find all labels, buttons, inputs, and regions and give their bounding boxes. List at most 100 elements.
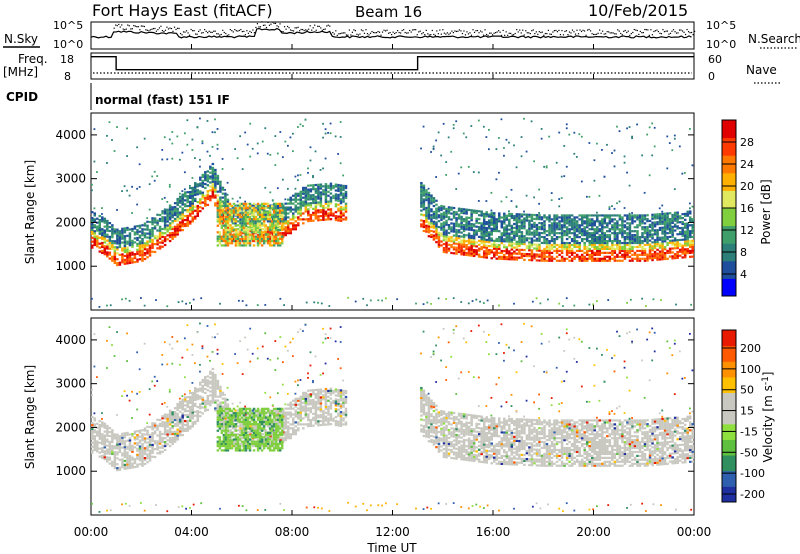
power-cell xyxy=(578,226,581,229)
power-cell xyxy=(186,197,189,200)
power-cell xyxy=(500,220,504,223)
power-cell xyxy=(661,226,664,229)
power-cell xyxy=(91,226,94,230)
power-cell xyxy=(176,213,179,216)
power-cell xyxy=(505,230,509,233)
nsearch-point xyxy=(583,30,586,32)
power-cell xyxy=(183,209,187,212)
nsearch-point xyxy=(333,33,335,35)
power-cell xyxy=(658,213,662,216)
power-cell xyxy=(500,255,504,259)
power-cell xyxy=(206,178,210,181)
power-cell xyxy=(568,232,571,235)
power-cell xyxy=(268,209,272,212)
power-cell xyxy=(218,202,222,205)
power-cell xyxy=(183,218,187,222)
velocity-cell xyxy=(106,428,109,431)
velocity-cell xyxy=(113,466,117,470)
power-cell xyxy=(229,224,232,227)
power-cell xyxy=(510,252,514,255)
power-cell xyxy=(111,139,113,141)
power-cell xyxy=(219,216,222,219)
power-cell xyxy=(422,125,425,128)
power-cell xyxy=(487,250,491,254)
power-cell xyxy=(304,190,308,193)
power-cell xyxy=(327,204,330,207)
power-cell xyxy=(490,213,493,216)
nsearch-point xyxy=(660,33,663,35)
power-cell xyxy=(116,258,119,261)
power-cell xyxy=(508,254,511,257)
power-cell xyxy=(224,237,228,240)
power-cell xyxy=(538,253,541,256)
colorbar-tick-label: 4 xyxy=(740,268,747,281)
nsearch-point xyxy=(291,29,293,32)
power-cell xyxy=(648,247,652,250)
nsearch-point xyxy=(220,33,222,36)
power-cell xyxy=(530,255,534,258)
power-cell xyxy=(236,220,240,223)
power-cell xyxy=(626,255,629,258)
power-cell xyxy=(445,229,448,232)
nsearch-point xyxy=(356,33,358,35)
power-cell xyxy=(143,232,147,235)
nsearch-point xyxy=(154,27,156,30)
nsearch-point xyxy=(240,28,242,31)
power-cell xyxy=(274,233,278,236)
power-cell xyxy=(658,244,662,247)
power-cell xyxy=(236,157,239,160)
power-cell xyxy=(493,216,496,219)
power-cell xyxy=(540,218,544,221)
power-cell xyxy=(621,224,624,227)
power-cell xyxy=(455,219,458,222)
power-cell xyxy=(252,231,256,234)
power-cell xyxy=(427,221,431,224)
power-cell xyxy=(540,235,544,239)
power-cell xyxy=(188,206,192,209)
power-cell xyxy=(264,207,268,210)
power-cell xyxy=(238,239,242,243)
velocity-cell xyxy=(121,454,124,457)
power-cell xyxy=(543,239,546,243)
power-cell xyxy=(452,212,456,216)
power-cell xyxy=(163,196,166,199)
power-cell xyxy=(264,202,268,205)
power-cell xyxy=(106,251,109,254)
power-cell xyxy=(613,165,616,168)
nsearch-point xyxy=(300,28,302,31)
nsearch-point xyxy=(161,30,164,32)
power-cell xyxy=(442,248,446,252)
power-cell xyxy=(279,234,282,237)
velocity-cell xyxy=(126,459,129,462)
power-cell xyxy=(678,230,682,234)
power-cell xyxy=(611,251,614,254)
power-cell xyxy=(495,178,498,181)
power-cell xyxy=(646,241,649,244)
power-cell xyxy=(490,209,493,212)
power-cell xyxy=(113,251,117,255)
power-cell xyxy=(578,259,581,262)
power-cell xyxy=(222,235,226,238)
power-cell xyxy=(422,186,426,189)
power-cell xyxy=(138,248,142,251)
power-cell xyxy=(618,218,622,221)
power-cell xyxy=(460,166,463,169)
nsky-label: N.Sky xyxy=(4,32,38,46)
nsearch-point xyxy=(541,31,543,33)
power-cell xyxy=(535,231,539,234)
power-cell xyxy=(580,216,584,219)
power-cell xyxy=(236,233,240,236)
power-cell xyxy=(626,226,629,229)
power-cell xyxy=(430,218,433,221)
power-cell xyxy=(176,203,179,207)
power-cell xyxy=(214,176,217,179)
power-cell xyxy=(324,212,328,215)
power-cell xyxy=(621,249,624,253)
power-cell xyxy=(254,206,257,209)
power-cell xyxy=(472,211,476,214)
power-cell xyxy=(518,215,521,218)
power-cell xyxy=(666,216,669,219)
power-cell xyxy=(244,202,248,205)
power-cell xyxy=(460,247,463,250)
power-cell xyxy=(530,213,534,216)
